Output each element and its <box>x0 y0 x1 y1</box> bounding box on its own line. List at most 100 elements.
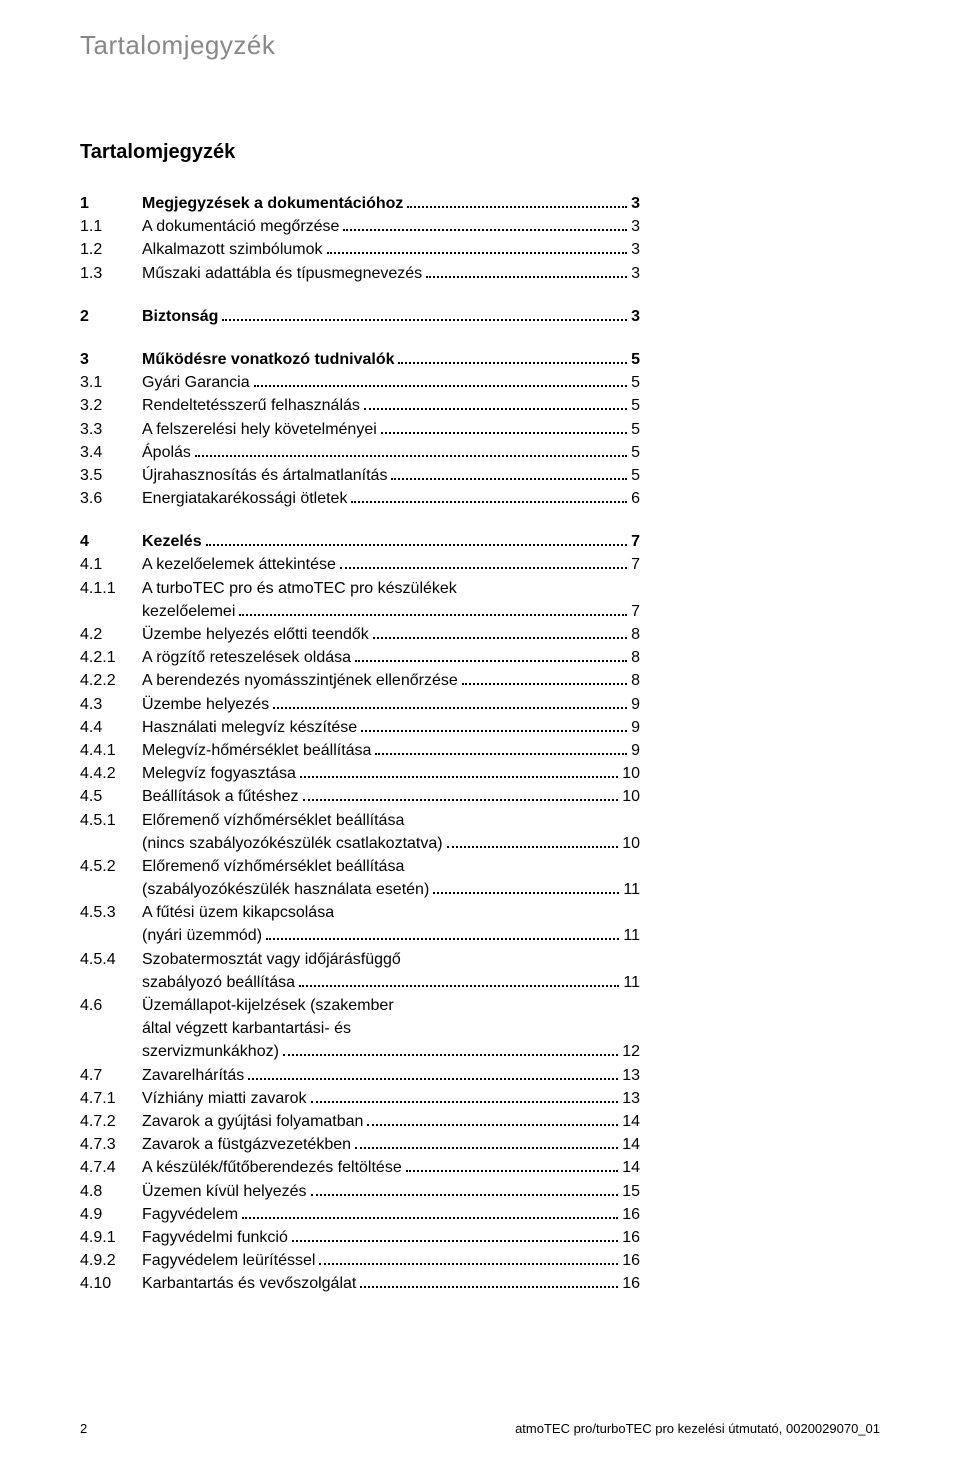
toc-number: 1.3 <box>80 262 142 285</box>
toc-leader <box>375 753 627 755</box>
toc-page: 3 <box>631 305 640 328</box>
toc-row: 1Megjegyzések a dokumentációhoz3 <box>80 192 640 215</box>
toc-page: 5 <box>631 418 640 441</box>
toc-number: 4.9 <box>80 1203 142 1226</box>
toc-page: 5 <box>631 348 640 371</box>
toc-label: Műszaki adattábla és típusmegnevezés <box>142 262 422 285</box>
toc-page: 13 <box>622 1064 640 1087</box>
toc-page: 16 <box>622 1249 640 1272</box>
toc-leader <box>426 276 627 278</box>
toc-row: 4.4Használati melegvíz készítése9 <box>80 716 640 739</box>
toc-number: 4.1 <box>80 553 142 576</box>
toc-row-cont: szabályozó beállítása11 <box>80 971 640 994</box>
toc-leader <box>355 1147 618 1149</box>
toc-row-cont: által végzett karbantartási- és <box>80 1017 640 1040</box>
toc-page: 3 <box>631 238 640 261</box>
toc-row-cont: kezelőelemei7 <box>80 600 640 623</box>
toc-page: 14 <box>622 1156 640 1179</box>
toc-row: 3Működésre vonatkozó tudnivalók5 <box>80 348 640 371</box>
toc-page: 3 <box>631 262 640 285</box>
toc-label: Üzemen kívül helyezés <box>142 1180 307 1203</box>
toc-label: Melegvíz fogyasztása <box>142 762 296 785</box>
toc-number: 4.8 <box>80 1180 142 1203</box>
toc-leader <box>340 567 627 569</box>
toc-page: 9 <box>631 739 640 762</box>
toc-label: Zavarelhárítás <box>142 1064 244 1087</box>
toc-leader <box>248 1078 618 1080</box>
toc-row: 4.2.1A rögzítő reteszelések oldása8 <box>80 646 640 669</box>
toc-page: 10 <box>622 762 640 785</box>
toc-number: 4.7.4 <box>80 1156 142 1179</box>
toc-row: 1.2Alkalmazott szimbólumok3 <box>80 238 640 261</box>
toc-row: 3.5Újrahasznosítás és ártalmatlanítás5 <box>80 464 640 487</box>
toc-label: Gyári Garancia <box>142 371 250 394</box>
toc-number: 4.5.3 <box>80 901 142 924</box>
toc-page: 16 <box>622 1203 640 1226</box>
toc-page: 14 <box>622 1133 640 1156</box>
toc-page: 3 <box>631 215 640 238</box>
toc-spacer <box>80 328 640 348</box>
toc-label: Használati melegvíz készítése <box>142 716 357 739</box>
toc-row-cont: (szabályozókészülék használata esetén)11 <box>80 878 640 901</box>
toc-leader <box>364 408 627 410</box>
toc-row: 4.9.1Fagyvédelmi funkció16 <box>80 1226 640 1249</box>
toc-label: Biztonság <box>142 305 218 328</box>
toc-number: 1.2 <box>80 238 142 261</box>
toc-row: 3.4Ápolás5 <box>80 441 640 464</box>
toc-spacer <box>80 285 640 305</box>
toc-number: 4.2 <box>80 623 142 646</box>
toc-row: 4.5.4Szobatermosztát vagy időjárásfüggő <box>80 948 640 971</box>
toc-title: Tartalomjegyzék <box>80 141 880 164</box>
toc-number: 4.9.2 <box>80 1249 142 1272</box>
toc-number: 4.7 <box>80 1064 142 1087</box>
toc-leader <box>462 683 627 685</box>
toc-number: 4.2.1 <box>80 646 142 669</box>
toc-row: 4.2Üzembe helyezés előtti teendők8 <box>80 623 640 646</box>
toc-page: 7 <box>631 530 640 553</box>
toc-label: Zavarok a füstgázvezetékben <box>142 1133 351 1156</box>
toc-row: 4.9.2Fagyvédelem leürítéssel16 <box>80 1249 640 1272</box>
toc-leader <box>433 892 619 894</box>
toc-label-cont: (szabályozókészülék használata esetén) <box>142 878 429 901</box>
toc-row: 4.5.2Előremenő vízhőmérséklet beállítása <box>80 855 640 878</box>
toc-leader <box>319 1263 618 1265</box>
toc-leader <box>407 206 627 208</box>
toc-label: Előremenő vízhőmérséklet beállítása <box>142 855 404 878</box>
toc-leader <box>447 846 619 848</box>
toc-number: 3.2 <box>80 394 142 417</box>
toc-row: 3.2Rendeltetésszerű felhasználás5 <box>80 394 640 417</box>
toc-page: 8 <box>631 669 640 692</box>
toc-spacer <box>80 510 640 530</box>
toc-number: 4.5.1 <box>80 809 142 832</box>
toc-leader <box>343 229 627 231</box>
toc-page: 5 <box>631 394 640 417</box>
toc-number: 4.1.1 <box>80 577 142 600</box>
table-of-contents: 1Megjegyzések a dokumentációhoz31.1A dok… <box>80 192 640 1295</box>
toc-page: 13 <box>622 1087 640 1110</box>
toc-row: 4.5.3A fűtési üzem kikapcsolása <box>80 901 640 924</box>
toc-label: A kezelőelemek áttekintése <box>142 553 336 576</box>
toc-number: 4.9.1 <box>80 1226 142 1249</box>
toc-page: 9 <box>631 693 640 716</box>
toc-page: 14 <box>622 1110 640 1133</box>
toc-label: Zavarok a gyújtási folyamatban <box>142 1110 363 1133</box>
toc-row: 4.4.2Melegvíz fogyasztása10 <box>80 762 640 785</box>
toc-page: 9 <box>631 716 640 739</box>
toc-label: A készülék/fűtőberendezés feltöltése <box>142 1156 402 1179</box>
toc-number: 3.3 <box>80 418 142 441</box>
toc-leader <box>311 1101 619 1103</box>
toc-row: 1.3Műszaki adattábla és típusmegnevezés 3 <box>80 262 640 285</box>
toc-page: 12 <box>622 1040 640 1063</box>
toc-leader <box>273 707 627 709</box>
toc-row: 4.5Beállítások a fűtéshez10 <box>80 785 640 808</box>
toc-leader <box>406 1170 618 1172</box>
toc-row: 4.6Üzemállapot-kijelzések (szakember <box>80 994 640 1017</box>
toc-number: 3 <box>80 348 142 371</box>
toc-row: 3.6Energiatakarékossági ötletek6 <box>80 487 640 510</box>
toc-number: 4.7.1 <box>80 1087 142 1110</box>
toc-row: 4.9Fagyvédelem16 <box>80 1203 640 1226</box>
toc-label-cont: kezelőelemei <box>142 600 235 623</box>
toc-row: 2Biztonság3 <box>80 305 640 328</box>
toc-leader <box>373 637 627 639</box>
toc-label: Megjegyzések a dokumentációhoz <box>142 192 403 215</box>
